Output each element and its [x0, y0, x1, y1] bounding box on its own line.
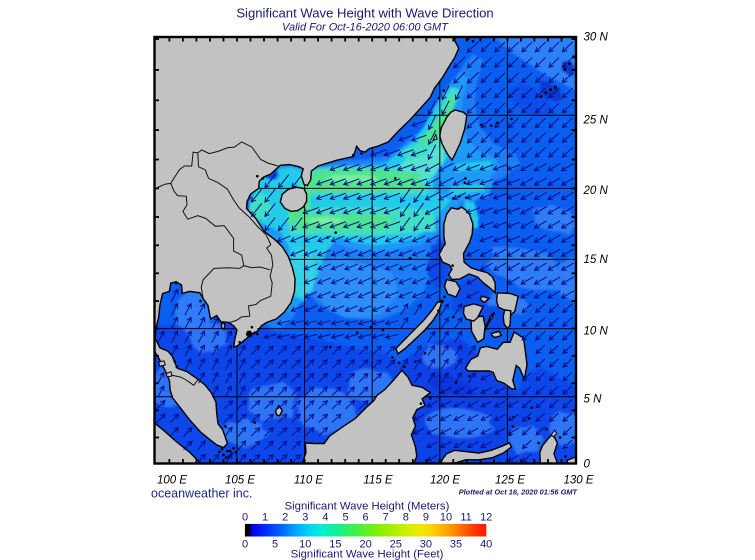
svg-text:110 E: 110 E	[294, 475, 324, 487]
svg-text:10 N: 10 N	[584, 325, 609, 337]
svg-text:100 E: 100 E	[157, 475, 187, 487]
svg-text:5: 5	[272, 539, 278, 551]
svg-text:105 E: 105 E	[225, 475, 255, 487]
svg-text:10: 10	[299, 539, 311, 551]
svg-text:2: 2	[282, 512, 288, 524]
svg-text:30: 30	[420, 539, 432, 551]
svg-text:12: 12	[480, 512, 492, 524]
svg-text:Plotted at Oct 16, 2020 01:56: Plotted at Oct 16, 2020 01:56 GMT	[459, 488, 579, 497]
svg-text:25 N: 25 N	[583, 115, 609, 127]
svg-text:oceanweather inc.: oceanweather inc.	[151, 487, 252, 501]
svg-text:1: 1	[262, 512, 268, 524]
svg-text:9: 9	[423, 512, 429, 524]
svg-text:4: 4	[322, 512, 328, 524]
svg-text:25: 25	[390, 539, 402, 551]
svg-text:35: 35	[450, 539, 462, 551]
svg-text:Valid For Oct-16-2020 06:00 GM: Valid For Oct-16-2020 06:00 GMT	[282, 22, 449, 34]
svg-text:20 N: 20 N	[583, 185, 609, 197]
svg-text:5: 5	[342, 512, 348, 524]
svg-text:120 E: 120 E	[430, 475, 460, 487]
svg-text:3: 3	[302, 512, 308, 524]
svg-text:Significant Wave Height (Meter: Significant Wave Height (Meters)	[285, 501, 450, 513]
svg-text:7: 7	[383, 512, 389, 524]
svg-text:20: 20	[359, 539, 371, 551]
svg-text:130 E: 130 E	[563, 475, 593, 487]
svg-text:Significant Wave Height (Feet): Significant Wave Height (Feet)	[291, 549, 444, 560]
svg-text:0: 0	[584, 459, 591, 471]
svg-text:5 N: 5 N	[584, 394, 603, 406]
svg-text:0: 0	[242, 539, 248, 551]
svg-text:40: 40	[480, 539, 492, 551]
svg-text:0: 0	[242, 512, 248, 524]
svg-text:15: 15	[329, 539, 341, 551]
svg-text:6: 6	[363, 512, 369, 524]
svg-text:30 N: 30 N	[584, 31, 609, 43]
svg-text:11: 11	[460, 512, 471, 524]
svg-text:10: 10	[440, 512, 452, 524]
svg-text:15 N: 15 N	[584, 254, 609, 266]
svg-text:115 E: 115 E	[363, 475, 393, 487]
svg-text:Significant Wave Height with W: Significant Wave Height with Wave Direct…	[236, 6, 493, 21]
svg-text:8: 8	[403, 512, 409, 524]
svg-text:125 E: 125 E	[495, 475, 525, 487]
